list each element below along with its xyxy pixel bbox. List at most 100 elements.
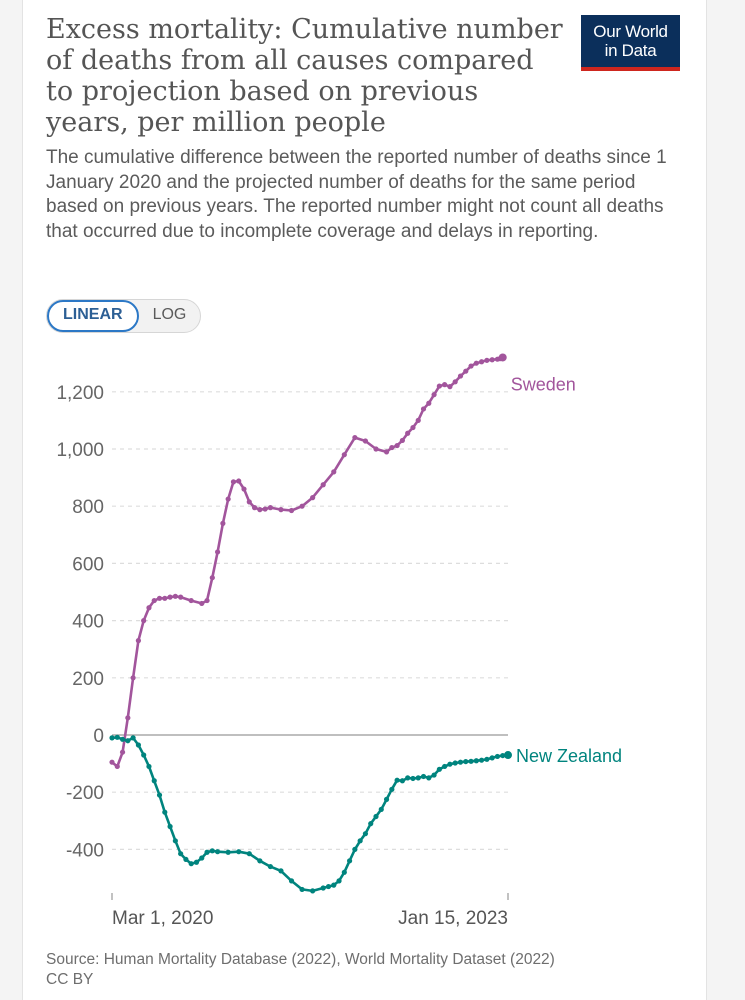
source-note: Source: Human Mortality Database (2022),…: [46, 950, 686, 990]
data-point: [130, 735, 136, 741]
data-point: [135, 742, 141, 748]
data-point: [420, 406, 427, 412]
data-point: [130, 675, 136, 681]
data-point: [236, 478, 242, 484]
y-tick-label: 200: [72, 669, 104, 690]
data-point: [288, 878, 295, 884]
linear-scale-button[interactable]: LINEAR: [47, 300, 139, 332]
data-point: [151, 597, 157, 604]
data-point: [378, 806, 384, 812]
log-scale-button[interactable]: LOG: [152, 306, 187, 323]
data-point: [241, 486, 247, 492]
data-point: [494, 753, 501, 760]
data-point: [431, 772, 437, 778]
y-tick-label: -200: [66, 783, 104, 804]
data-point: [188, 861, 194, 867]
data-point: [484, 756, 490, 762]
data-point: [341, 869, 347, 875]
data-point: [125, 738, 131, 744]
data-point: [278, 507, 284, 513]
data-point: [215, 549, 221, 555]
series-line-sweden: [110, 356, 505, 768]
data-point: [146, 763, 152, 770]
data-point: [410, 424, 416, 431]
data-point: [442, 382, 448, 388]
data-point: [479, 359, 485, 365]
data-point: [156, 595, 163, 601]
data-point: [119, 749, 126, 755]
data-point: [199, 600, 205, 607]
data-point: [504, 751, 512, 760]
data-point: [479, 757, 485, 763]
data-point: [178, 851, 184, 857]
data-point: [141, 752, 147, 758]
data-point: [257, 507, 263, 513]
data-point: [473, 758, 479, 764]
line-chart: -400 -200 0 200 400 600 800 1,000 1,200 Mar 1, 20…: [56, 353, 622, 929]
data-point: [267, 863, 273, 870]
data-point: [119, 736, 126, 742]
data-point: [489, 755, 495, 761]
data-point: [442, 763, 448, 770]
data-point: [114, 734, 120, 740]
data-point: [399, 437, 405, 444]
data-point: [362, 438, 369, 444]
data-point: [362, 831, 369, 837]
data-point: [405, 775, 411, 781]
data-point: [410, 775, 416, 782]
data-point: [109, 735, 115, 741]
data-point: [383, 449, 390, 455]
data-point: [352, 846, 358, 852]
chart-subtitle: The cumulative difference between the re…: [46, 147, 667, 242]
data-point: [146, 605, 152, 611]
data-point: [225, 849, 231, 855]
series-label-sweden: Sweden: [511, 374, 576, 394]
data-point: [225, 496, 231, 502]
data-point: [357, 838, 363, 844]
data-point: [199, 855, 205, 861]
data-point: [457, 373, 464, 379]
owid-logo[interactable]: Our World in Data: [581, 15, 680, 71]
data-point: [457, 759, 464, 765]
license-text: CC BY: [46, 971, 94, 988]
y-tick-label: 400: [72, 612, 104, 633]
data-point: [452, 379, 458, 385]
data-point: [399, 778, 405, 784]
data-point: [156, 792, 163, 798]
chart-title: Excess mortality: Cumulative number of d…: [46, 14, 563, 138]
data-point: [331, 882, 337, 888]
page-frame-left: [0, 0, 23, 1000]
data-point: [167, 594, 173, 600]
data-point: [498, 353, 507, 362]
page-frame-right: [706, 0, 745, 1000]
data-point: [468, 758, 474, 764]
data-point: [141, 618, 147, 624]
data-point: [310, 495, 316, 501]
data-point: [383, 796, 390, 802]
data-point: [172, 593, 178, 599]
data-point: [500, 752, 506, 759]
data-point: [389, 444, 395, 451]
data-point: [162, 595, 168, 601]
x-tick-label-start: Mar 1, 2020: [112, 908, 213, 929]
data-point: [426, 775, 432, 781]
scale-toggle: LINEAR LOG: [46, 299, 202, 333]
data-point: [162, 809, 168, 815]
data-point: [204, 849, 210, 855]
data-point: [331, 469, 337, 475]
data-point: [347, 858, 353, 864]
data-point: [431, 392, 437, 398]
data-point: [204, 597, 210, 604]
data-point: [262, 506, 268, 512]
data-point: [368, 821, 374, 827]
data-point: [436, 383, 442, 389]
y-tick-label: 800: [72, 497, 104, 518]
data-point: [415, 775, 421, 781]
data-point: [352, 434, 358, 441]
data-point: [426, 400, 432, 406]
data-point: [188, 597, 194, 604]
data-point: [125, 715, 131, 721]
y-tick-label: 600: [72, 554, 104, 575]
data-point: [436, 766, 442, 772]
data-point: [473, 360, 479, 366]
